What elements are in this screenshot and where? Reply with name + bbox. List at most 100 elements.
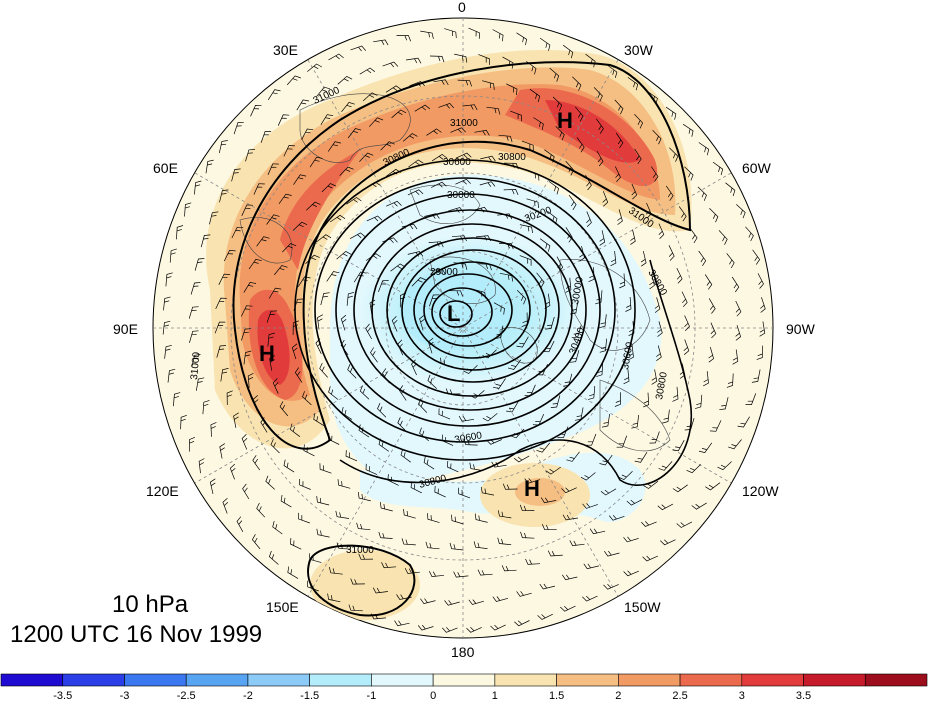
wind-barb [634, 148, 642, 165]
wind-barb [165, 272, 173, 287]
wind-barb [704, 274, 713, 290]
wind-barb [293, 298, 304, 311]
wind-barb [593, 87, 603, 102]
lon-label-90w: 90W [786, 321, 816, 337]
wind-barb [378, 280, 389, 293]
wind-barb [399, 292, 407, 308]
wind-barb [474, 129, 490, 136]
wind-barb [250, 105, 262, 117]
wind-barb [357, 492, 371, 502]
wind-barb [574, 106, 584, 122]
wind-barb [617, 209, 623, 225]
wind-barb [328, 53, 344, 61]
wind-barb [571, 325, 582, 339]
wind-barb [457, 79, 472, 87]
wind-barb [691, 502, 707, 510]
wind-barb [606, 64, 618, 78]
wind-barb [526, 61, 537, 75]
wind-barb [320, 292, 330, 306]
colorbar-box [494, 673, 557, 687]
wind-barb [303, 444, 315, 457]
wind-barb [541, 524, 557, 531]
wind-barb [472, 206, 489, 213]
wind-barb [328, 566, 343, 575]
wind-barb [277, 114, 290, 126]
wind-barb [589, 528, 606, 535]
wind-barb [365, 323, 373, 340]
wind-barbs [162, 27, 766, 633]
wind-barb [365, 181, 381, 190]
polar-stereographic-map: 31000 31000 31000 31000 31000 30800 3080… [113, 0, 816, 660]
wind-barb [396, 35, 412, 42]
wind-barb [600, 488, 617, 496]
lon-label-150e: 150E [266, 599, 299, 615]
wind-barb [516, 591, 532, 597]
wind-barb [420, 30, 434, 39]
wind-barb [510, 110, 522, 122]
wind-barb [380, 141, 395, 151]
wind-barb [649, 273, 655, 290]
wind-barb [599, 230, 606, 246]
wind-barb [569, 301, 579, 315]
wind-barb [458, 415, 475, 422]
lon-label-120e: 120E [146, 483, 179, 499]
wind-barb [726, 373, 734, 388]
wind-barb [194, 258, 205, 271]
colorbar-box [864, 673, 928, 687]
wind-barb [539, 238, 551, 252]
wind-barb [547, 211, 558, 225]
wind-barb [526, 198, 539, 209]
wind-barb [256, 502, 266, 518]
wind-barb [252, 395, 259, 411]
wind-barb [453, 262, 468, 270]
wind-barb [697, 186, 707, 201]
wind-barb [657, 321, 663, 337]
wind-barb [341, 407, 353, 420]
wind-barb [462, 104, 478, 111]
wind-barb [550, 395, 561, 408]
wind-barb [390, 263, 406, 272]
wind-barb [502, 56, 514, 69]
wind-barb [619, 273, 626, 289]
wind-barb [223, 250, 236, 262]
wind-barb [586, 211, 592, 228]
lon-label-90e: 90E [113, 321, 138, 337]
contour-label: 30800 [654, 371, 670, 401]
wind-barb [651, 166, 659, 182]
wind-barb [466, 627, 482, 633]
wind-barb [387, 474, 399, 486]
wind-barb [705, 482, 721, 491]
wind-barb [599, 454, 613, 466]
wind-barb [737, 416, 750, 428]
wind-barb [660, 539, 676, 546]
wind-barb [662, 409, 670, 424]
wind-barb [427, 513, 440, 523]
lon-label-60e: 60E [153, 160, 178, 176]
wind-barb [286, 75, 301, 86]
wind-barb [215, 297, 227, 310]
wind-barb [251, 534, 261, 550]
wind-barb [672, 484, 688, 493]
wind-barb [596, 362, 604, 377]
contour-label: 30600 [443, 157, 471, 168]
wind-barb [453, 571, 469, 578]
longitude-labels: 0 30W 60W 90W 120W 150W 180 150E 120E 90… [113, 0, 816, 660]
wind-barb [411, 277, 427, 287]
wind-barb [614, 166, 621, 182]
wind-barb [423, 456, 435, 470]
colorbar-boxes [0, 673, 928, 687]
wind-barb [683, 339, 690, 355]
wind-barb [272, 521, 283, 535]
wind-barb [349, 232, 366, 240]
wind-barb [362, 92, 378, 102]
wind-barb [441, 434, 454, 446]
wind-barb [386, 200, 402, 207]
wind-barb [241, 204, 253, 216]
wind-barb [315, 338, 322, 354]
wind-barb [497, 213, 513, 220]
wind-barb [491, 461, 507, 468]
wind-barb [669, 147, 679, 162]
wind-barb [447, 460, 459, 473]
wind-barb [494, 325, 504, 340]
wind-barb [480, 155, 496, 162]
